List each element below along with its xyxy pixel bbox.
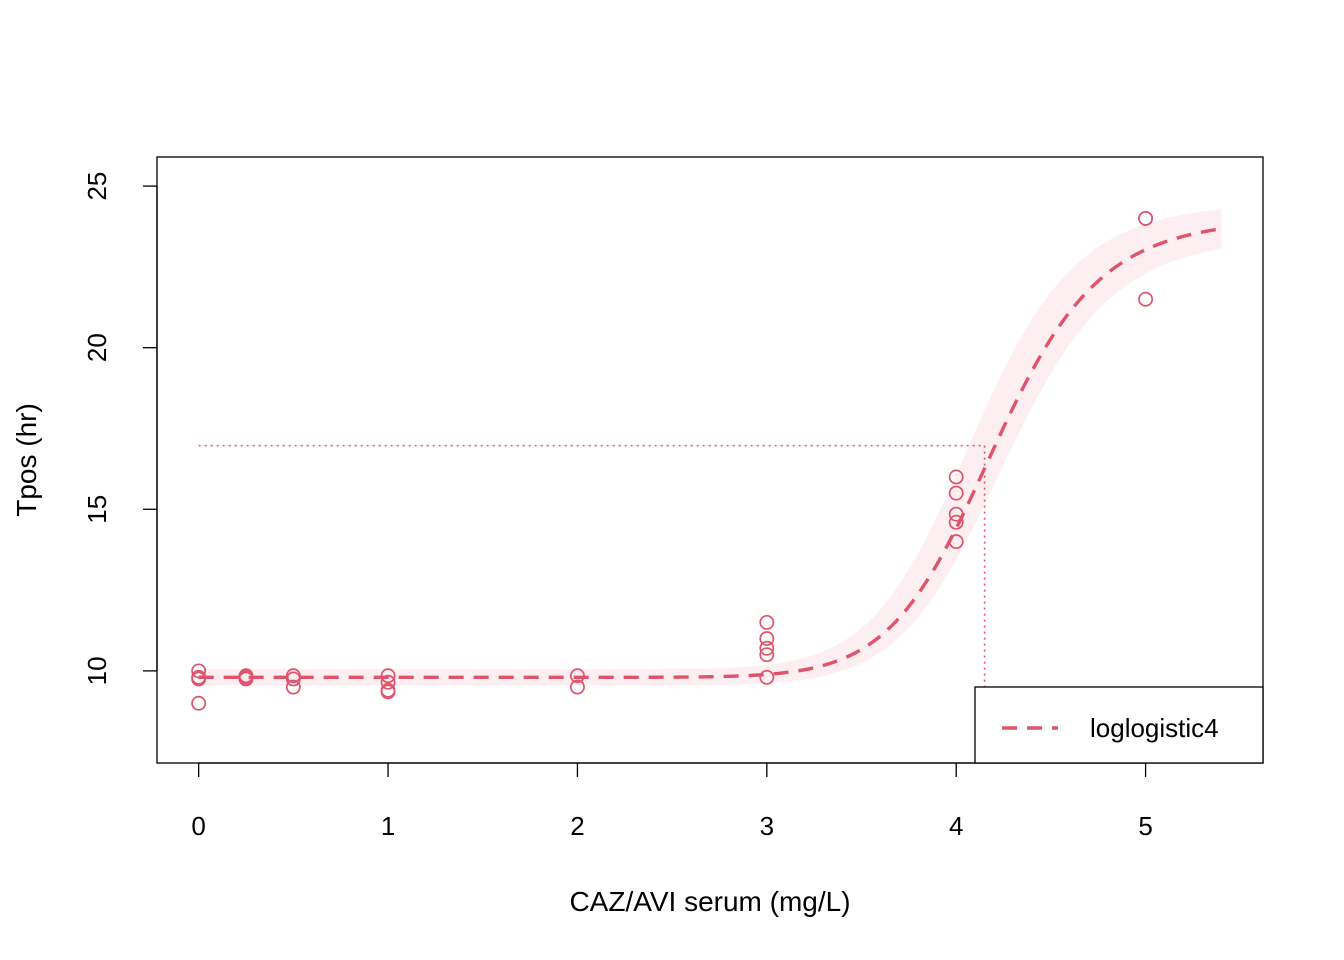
x-tick-label: 5 [1138, 811, 1152, 841]
data-point [948, 506, 964, 522]
data-point [1138, 291, 1154, 307]
legend-box [974, 686, 1264, 764]
confidence-band [198, 209, 1222, 686]
data-point [285, 671, 301, 687]
x-tick-label: 4 [949, 811, 963, 841]
fitted-curve-layer [198, 227, 1222, 680]
x-tick-label: 0 [191, 811, 205, 841]
legend-label: loglogistic4 [1090, 713, 1219, 743]
data-point [759, 647, 775, 663]
data-point [759, 669, 775, 685]
y-tick-label: 15 [82, 495, 112, 524]
x-axis: 0 1 2 3 4 5 [191, 762, 1153, 841]
data-point [1138, 210, 1154, 226]
x-tick-label: 2 [570, 811, 584, 841]
data-point [191, 663, 207, 679]
data-point [948, 485, 964, 501]
y-axis-title: Tpos (hr) [11, 403, 42, 517]
data-point [569, 679, 585, 695]
y-tick-label: 10 [82, 656, 112, 685]
data-point [948, 534, 964, 550]
x-tick-label: 1 [381, 811, 395, 841]
data-point [380, 674, 396, 690]
legend: loglogistic4 [974, 686, 1264, 764]
confidence-band-layer [198, 209, 1222, 686]
data-point [380, 668, 396, 684]
data-point [948, 469, 964, 485]
data-point [569, 668, 585, 684]
data-point [948, 514, 964, 530]
data-points-layer [191, 210, 1154, 711]
data-point [759, 614, 775, 630]
data-point [285, 679, 301, 695]
data-point [191, 695, 207, 711]
x-axis-title: CAZ/AVI serum (mg/L) [569, 886, 850, 917]
data-point [191, 671, 207, 687]
x-tick-label: 3 [760, 811, 774, 841]
data-point [380, 684, 396, 700]
y-axis: 10 15 20 25 [82, 172, 158, 685]
y-tick-label: 20 [82, 333, 112, 362]
y-tick-label: 25 [82, 172, 112, 201]
data-point [759, 631, 775, 647]
data-point [238, 671, 254, 687]
reference-lines-layer [198, 444, 986, 763]
data-point [759, 640, 775, 656]
fitted-curve [198, 227, 1222, 680]
